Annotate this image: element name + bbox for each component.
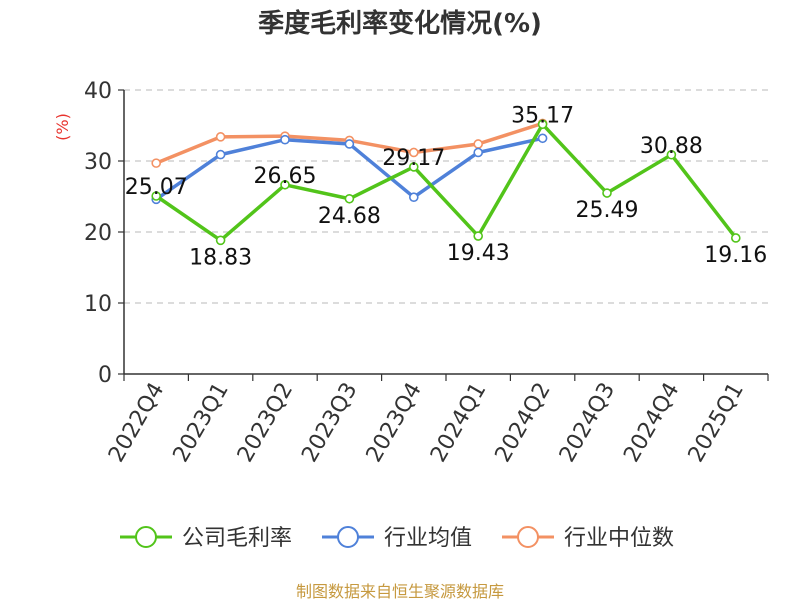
data-label: 30.88	[640, 134, 703, 159]
x-tick-label: 2025Q1	[684, 379, 749, 467]
data-label: 24.68	[318, 204, 381, 229]
data-point[interactable]	[215, 132, 226, 142]
legend[interactable]: 公司毛利率 行业均值 行业中位数	[120, 526, 674, 551]
series-line	[155, 122, 738, 243]
data-label: 25.07	[125, 175, 188, 200]
data-label: 26.65	[254, 164, 317, 189]
x-tick-label: 2022Q4	[104, 379, 169, 467]
x-tick-label: 2023Q1	[168, 379, 233, 467]
data-label: 25.49	[576, 198, 639, 223]
x-tick-label: 2023Q3	[297, 379, 362, 467]
legend-label: 行业中位数	[564, 526, 674, 551]
y-tick-label: 10	[84, 292, 112, 317]
data-point[interactable]	[730, 233, 741, 243]
data-point[interactable]	[473, 147, 484, 158]
data-point[interactable]	[537, 119, 548, 130]
y-tick-label: 0	[98, 363, 112, 388]
x-tick-label: 2024Q4	[619, 379, 684, 467]
legend-label: 公司毛利率	[182, 526, 292, 551]
legend-item[interactable]: 公司毛利率	[120, 526, 292, 551]
data-point[interactable]	[602, 188, 612, 198]
data-point[interactable]	[344, 193, 355, 204]
data-point[interactable]	[215, 235, 226, 246]
data-point[interactable]	[666, 149, 677, 160]
data-point[interactable]	[408, 192, 419, 203]
data-point[interactable]	[408, 147, 419, 158]
legend-label: 行业均值	[384, 526, 472, 551]
data-label: 29.17	[382, 146, 445, 171]
data-label: 19.16	[704, 243, 767, 268]
data-point[interactable]	[537, 133, 548, 144]
x-tick-label: 2024Q3	[555, 379, 620, 467]
grid-lines	[124, 89, 768, 304]
data-point[interactable]	[473, 231, 484, 241]
y-tick-label: 40	[84, 79, 112, 104]
chart-title: 季度毛利率变化情况(%)	[258, 8, 542, 39]
data-label: 35.17	[511, 103, 574, 128]
data-point[interactable]	[344, 139, 355, 149]
x-tick-label: 2024Q1	[426, 379, 491, 467]
y-tick-label: 30	[84, 150, 112, 175]
data-point[interactable]	[151, 191, 161, 201]
data-label: 18.83	[189, 245, 252, 270]
data-point[interactable]	[280, 179, 290, 190]
x-tick-label: 2023Q2	[233, 379, 298, 467]
data-point[interactable]	[473, 139, 484, 149]
source-footnote: 制图数据来自恒生聚源数据库	[295, 582, 504, 601]
data-point[interactable]	[408, 162, 419, 172]
data-point[interactable]	[280, 134, 290, 145]
legend-marker	[337, 526, 359, 548]
data-point[interactable]	[151, 158, 161, 168]
legend-item[interactable]: 行业中位数	[502, 526, 674, 551]
data-point[interactable]	[215, 149, 226, 160]
x-tick-label: 2023Q4	[362, 379, 427, 467]
y-tick-label: 20	[84, 221, 112, 246]
x-tick-label: 2024Q2	[490, 379, 555, 467]
series-group	[151, 118, 741, 246]
legend-item[interactable]: 行业均值	[322, 526, 472, 551]
legend-marker	[135, 526, 157, 548]
data-label: 19.43	[447, 241, 510, 266]
y-axis-label: (%)	[53, 113, 72, 141]
legend-marker	[517, 526, 539, 548]
